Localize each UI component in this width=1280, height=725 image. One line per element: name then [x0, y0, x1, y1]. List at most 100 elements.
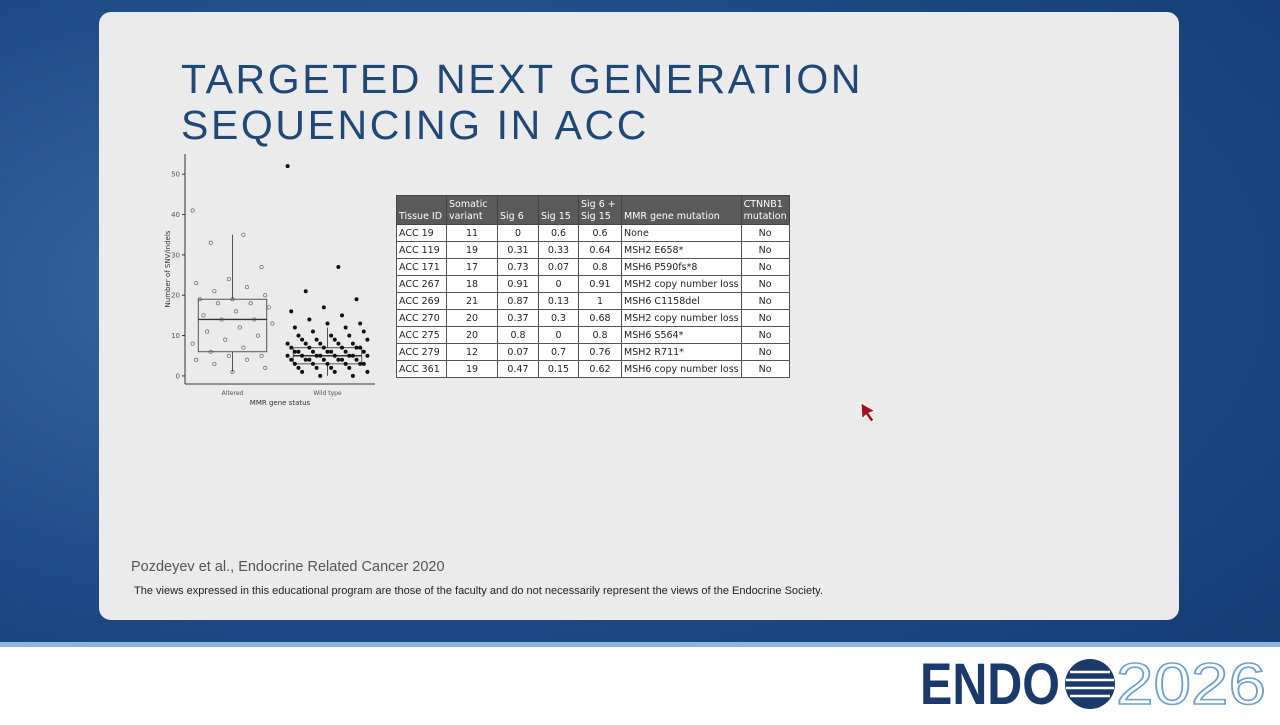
table-cell: 0 — [497, 224, 539, 242]
data-point — [300, 369, 305, 374]
data-point — [241, 232, 246, 237]
table-cell: MSH2 E658* — [621, 241, 742, 259]
data-point — [358, 321, 363, 326]
table-cell: No — [740, 258, 790, 276]
data-point — [194, 357, 199, 362]
table-cell: MSH2 R711* — [621, 343, 742, 361]
table-row: ACC 361 19 0.47 0.15 0.62 MSH6 copy number lo… — [396, 360, 790, 378]
data-point — [234, 309, 239, 314]
data-point — [332, 353, 337, 358]
data-point — [321, 345, 326, 350]
data-point — [296, 333, 301, 338]
data-point — [303, 341, 308, 346]
table-cell: 18 — [446, 275, 498, 293]
data-point — [226, 277, 231, 282]
table-cell: 19 — [446, 360, 498, 378]
y-tick-label: 20 — [171, 292, 180, 300]
data-point — [361, 349, 366, 354]
data-point — [289, 309, 294, 314]
table-cell: MSH2 copy number loss — [621, 275, 742, 293]
data-point — [205, 329, 210, 334]
data-point — [347, 353, 352, 358]
data-point — [314, 353, 319, 358]
x-axis-label: MMR gene status — [250, 399, 311, 407]
data-point — [310, 349, 315, 354]
data-point — [329, 365, 334, 370]
data-point — [325, 361, 330, 366]
data-point — [263, 365, 268, 370]
column-header: Sig 6 + Sig 15 — [578, 195, 622, 225]
data-point — [321, 305, 326, 310]
column-header: Tissue ID — [396, 195, 447, 225]
data-point — [325, 349, 330, 354]
data-point — [296, 365, 301, 370]
data-point — [255, 333, 260, 338]
table-cell: 0.6 — [578, 224, 622, 242]
data-point — [318, 373, 323, 378]
data-point — [300, 353, 305, 358]
table-row: ACC 19 11 0 0.6 0.6 None No — [396, 224, 790, 242]
table-cell: 1 — [578, 292, 622, 310]
data-point — [361, 329, 366, 334]
logo-year: 2026 — [1116, 652, 1266, 714]
title-line: SEQUENCING IN ACC — [181, 102, 649, 148]
data-point — [307, 357, 312, 362]
data-point — [226, 353, 231, 358]
table-cell: ACC 269 — [396, 292, 447, 310]
column-header: CTNNB1 mutation — [740, 195, 790, 225]
data-point — [212, 289, 217, 294]
data-point — [197, 297, 202, 302]
box-plot: 0 10 20 30 40 50 Number of SNV/indels MMR gene … — [164, 154, 375, 407]
data-point — [219, 317, 224, 322]
box — [197, 298, 268, 353]
table-row: ACC 269 21 0.87 0.13 1 MSH6 C1158del No — [396, 292, 790, 310]
data-point — [266, 305, 271, 310]
column-header: Sig 6 — [497, 195, 539, 225]
table-cell: 0.07 — [497, 343, 539, 361]
table-cell: ACC 119 — [396, 241, 447, 259]
data-point — [252, 317, 257, 322]
data-point — [292, 325, 297, 330]
data-point — [212, 361, 217, 366]
slide-title: TARGETED NEXT GENERATION SEQUENCING IN A… — [181, 56, 863, 148]
data-point — [270, 321, 275, 326]
table-row: ACC 275 20 0.8 0 0.8 MSH6 S564* No — [396, 326, 790, 344]
table-cell: ACC 19 — [396, 224, 447, 242]
data-point — [245, 357, 250, 362]
data-point — [190, 208, 195, 213]
table-cell: MSH6 copy number loss — [621, 360, 742, 378]
table-cell: 0.8 — [497, 326, 539, 344]
table-cell: 0.87 — [497, 292, 539, 310]
table-cell: 0.13 — [538, 292, 579, 310]
table-cell: 0.15 — [538, 360, 579, 378]
data-point — [208, 349, 213, 354]
cursor — [860, 402, 877, 423]
data-point — [329, 333, 334, 338]
data-point — [321, 357, 326, 362]
citation: Pozdeyev et al., Endocrine Related Cance… — [131, 559, 445, 575]
data-point — [307, 345, 312, 350]
table-cell: 0.91 — [578, 275, 622, 293]
data-point — [248, 301, 253, 306]
table-cell: 0.8 — [578, 326, 622, 344]
data-point — [190, 341, 195, 346]
table-cell: No — [740, 360, 790, 378]
table-cell: None — [621, 224, 742, 242]
table-cell: MSH6 C1158del — [621, 292, 742, 310]
data-point — [259, 264, 264, 269]
table-row: ACC 267 18 0.91 0 0.91 MSH2 copy number loss N… — [396, 275, 790, 293]
y-tick-label: 10 — [171, 332, 180, 340]
y-tick-label: 0 — [176, 372, 180, 380]
table-cell: 20 — [446, 309, 498, 327]
data-point — [296, 349, 301, 354]
data-point — [350, 341, 355, 346]
table-cell: 0.33 — [538, 241, 579, 259]
data-point — [332, 337, 337, 342]
y-tick-label: 50 — [171, 171, 180, 179]
y-tick-label: 40 — [171, 211, 180, 219]
data-point — [285, 353, 290, 358]
data-point — [241, 345, 246, 350]
data-point — [365, 369, 370, 374]
data-point — [245, 285, 250, 290]
